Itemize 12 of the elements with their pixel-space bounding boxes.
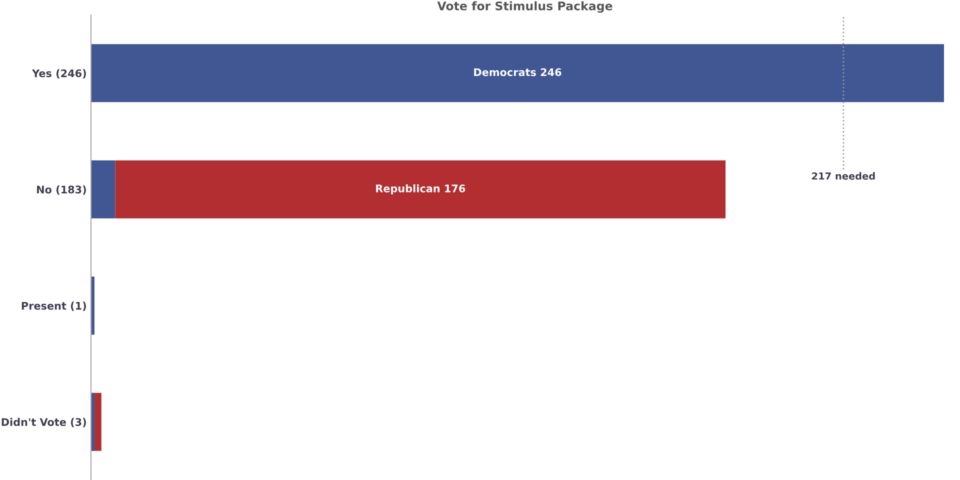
data-label: Republican 176 — [376, 184, 466, 194]
y-tick-label: Yes (246) — [32, 69, 86, 78]
ref-line-label: 217 needed — [812, 172, 875, 180]
y-tick-label: No (183) — [37, 185, 86, 195]
bar — [94, 392, 102, 451]
y-tick-label: Present (1) — [22, 302, 86, 311]
bar — [115, 160, 726, 218]
bar — [91, 160, 116, 218]
chart-title: Vote for Stimulus Package — [437, 1, 612, 13]
data-label: Democrats 246 — [474, 68, 562, 76]
bar — [91, 44, 944, 102]
y-tick-label: Didn't Vote (3) — [2, 418, 86, 428]
